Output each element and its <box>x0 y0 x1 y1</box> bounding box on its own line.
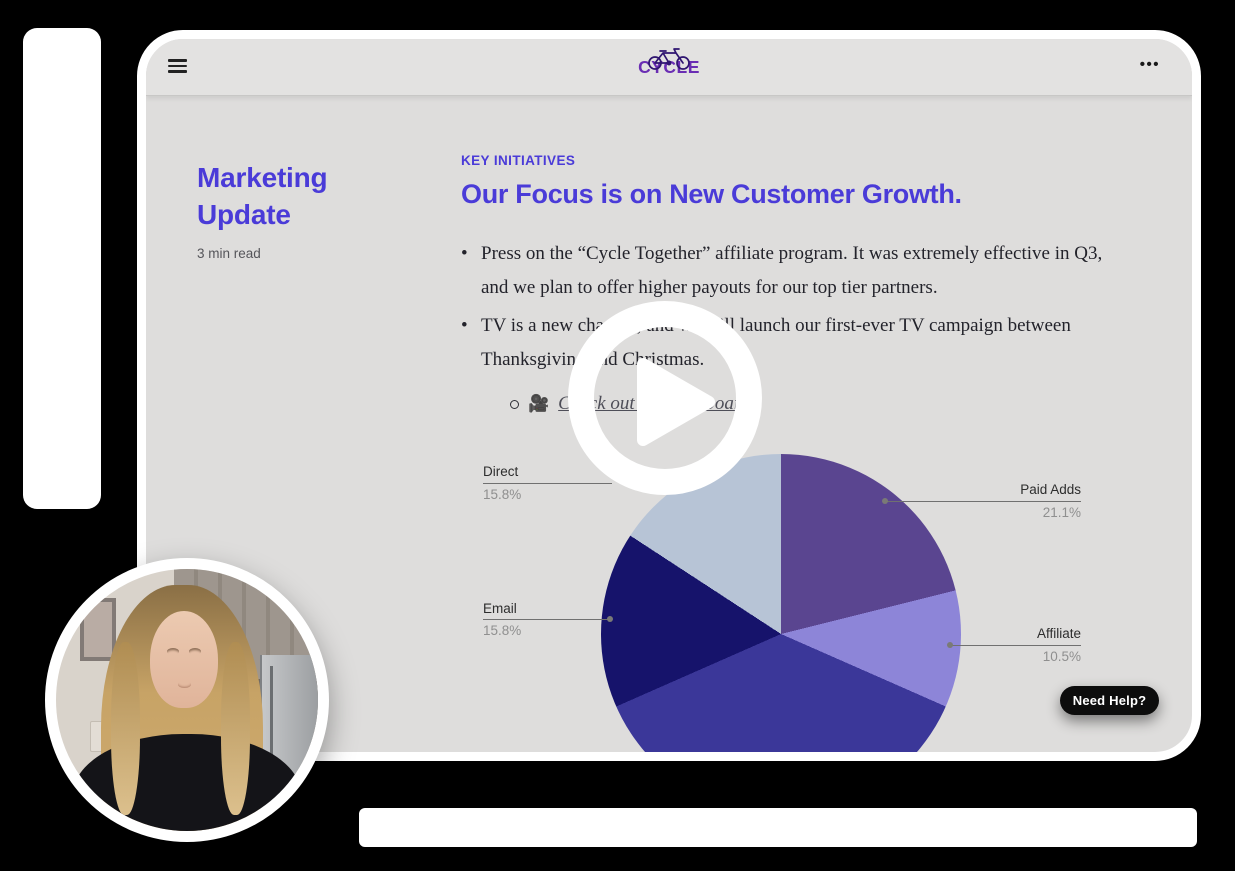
leader-dot-affiliate <box>947 642 953 648</box>
section-eyebrow: KEY INITIATIVES <box>461 153 576 168</box>
list-item: • TV is a new channel, and we will launc… <box>461 309 1111 377</box>
bullet-marker: • <box>461 243 468 264</box>
presenter-hair-strand-right <box>221 642 250 816</box>
bullet-list: • Press on the “Cycle Together” affiliat… <box>461 237 1111 421</box>
pie-chart <box>601 454 961 752</box>
leader-line-affiliate <box>951 645 1081 646</box>
background-accent-shape-left <box>23 28 101 509</box>
presenter-body <box>71 734 303 831</box>
list-item: • Press on the “Cycle Together” affiliat… <box>461 237 1111 305</box>
top-bar: CYCLE ••• <box>146 39 1192 96</box>
pie-label-affiliate: Affiliate <box>1036 626 1081 641</box>
logo-text: CYCLE <box>638 57 700 77</box>
leader-line-email <box>483 619 610 620</box>
pie-pct-direct: 15.8% <box>483 487 522 502</box>
picture-frame <box>79 597 117 661</box>
more-options-icon[interactable]: ••• <box>1139 56 1160 73</box>
presenter-eye-right <box>189 648 201 655</box>
bicycle-icon <box>648 48 690 70</box>
pie-label-direct: Direct <box>483 464 519 479</box>
leader-dot-email <box>607 616 613 622</box>
movie-camera-icon: 🎥 <box>528 394 550 414</box>
section-heading: Our Focus is on New Customer Growth. <box>461 179 962 209</box>
read-time: 3 min read <box>197 246 261 261</box>
bullet-text: Press on the “Cycle Together” affiliate … <box>481 243 1103 298</box>
presenter-eye-left <box>167 648 179 655</box>
pie-label-email: Email <box>483 601 517 616</box>
hamburger-menu-icon[interactable] <box>168 59 188 74</box>
pie-pct-affiliate: 10.5% <box>1042 649 1081 664</box>
pie-pct-email: 15.8% <box>483 623 522 638</box>
leader-line-paid-adds <box>886 501 1081 502</box>
cycle-logo: CYCLE <box>629 44 709 78</box>
hollow-bullet-marker <box>510 399 519 409</box>
presenter-face <box>150 610 219 708</box>
leader-line-direct <box>483 483 612 484</box>
pie-label-paid-adds: Paid Adds <box>1020 482 1081 497</box>
presenter-smile <box>178 681 192 689</box>
bullet-marker: • <box>461 315 468 336</box>
play-button-overlay[interactable] <box>563 296 767 500</box>
leader-dot-paid-adds <box>882 498 888 504</box>
pie-pct-paid-adds: 21.1% <box>1042 505 1081 520</box>
need-help-button[interactable]: Need Help? <box>1060 686 1159 715</box>
page-title: Marketing Update <box>197 162 328 230</box>
presenter-hair-strand-left <box>111 642 140 816</box>
fridge-handle <box>270 665 274 763</box>
presenter-webcam-bubble[interactable] <box>45 558 329 842</box>
background-accent-shape-bottom <box>359 808 1197 847</box>
sub-list-item: 🎥 Check out the storyboard <box>461 387 1111 421</box>
kitchen-background <box>56 569 318 831</box>
